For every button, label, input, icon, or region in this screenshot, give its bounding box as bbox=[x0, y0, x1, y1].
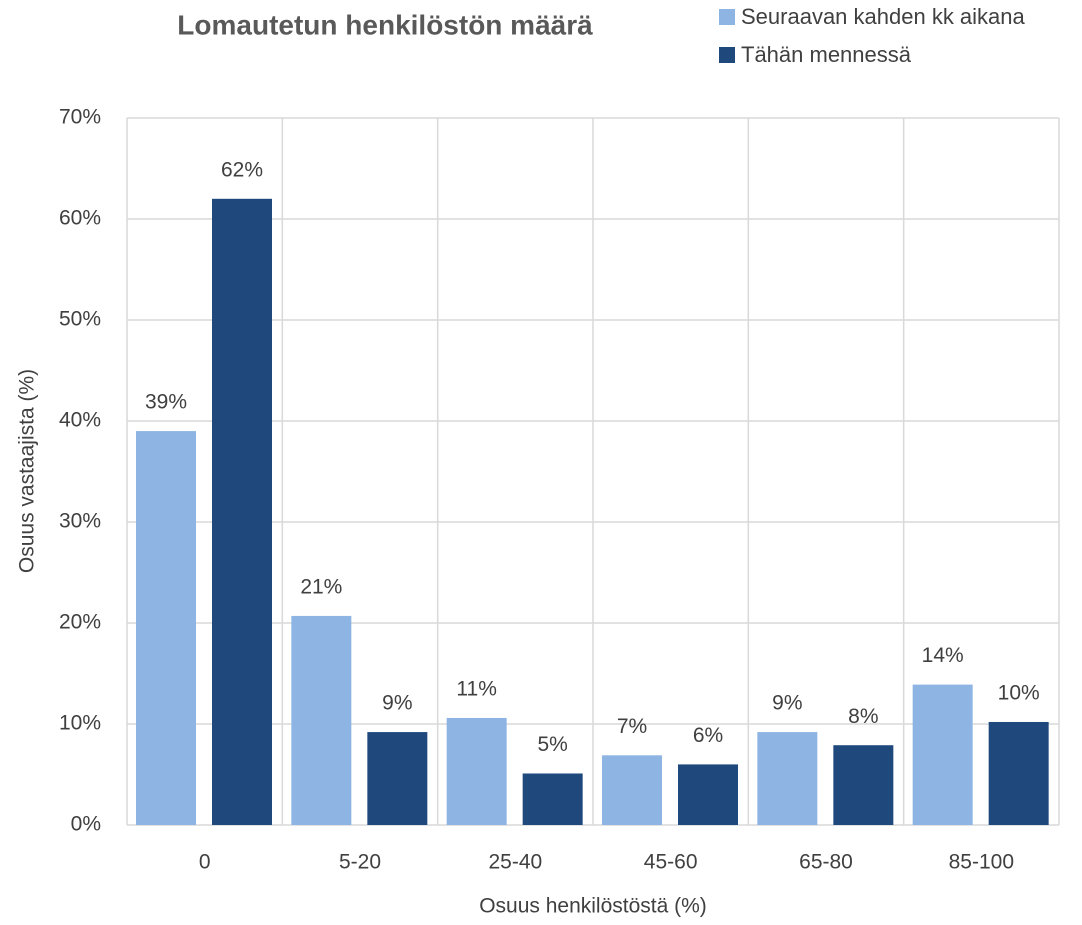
legend-swatch bbox=[719, 47, 735, 63]
data-label: 9% bbox=[382, 692, 412, 715]
x-tick-label: 45-60 bbox=[644, 851, 698, 874]
bar bbox=[212, 198, 272, 826]
x-tick-label: 85-100 bbox=[949, 851, 1014, 874]
data-label: 11% bbox=[456, 677, 496, 700]
x-tick-label: 65-80 bbox=[799, 851, 853, 874]
legend-label: Seuraavan kahden kk aikana bbox=[741, 4, 1026, 29]
y-tick-label: 50% bbox=[59, 308, 101, 331]
legend-swatch bbox=[719, 9, 735, 25]
y-tick-label: 30% bbox=[59, 510, 101, 533]
x-axis-title: Osuus henkilöstöstä (%) bbox=[479, 895, 707, 918]
data-label: 9% bbox=[772, 692, 802, 715]
x-tick-label: 0 bbox=[199, 851, 211, 874]
bar bbox=[988, 721, 1049, 825]
data-label: 14% bbox=[922, 644, 964, 667]
data-label: 6% bbox=[693, 724, 723, 747]
y-tick-label: 10% bbox=[59, 712, 101, 735]
x-tick-label: 5-20 bbox=[339, 851, 381, 874]
chart-title: Lomautetun henkilöstön määrä bbox=[177, 9, 593, 40]
data-label: 5% bbox=[537, 733, 567, 756]
bar bbox=[912, 684, 973, 825]
bar bbox=[446, 717, 507, 825]
y-tick-label: 40% bbox=[59, 409, 101, 432]
data-label: 10% bbox=[998, 682, 1040, 705]
y-tick-label: 20% bbox=[59, 611, 101, 634]
bar bbox=[757, 732, 818, 825]
bar bbox=[367, 732, 428, 825]
y-tick-label: 0% bbox=[71, 813, 101, 836]
bar bbox=[522, 773, 583, 825]
bar bbox=[602, 755, 662, 825]
x-tick-label: 25-40 bbox=[488, 851, 542, 874]
bar bbox=[833, 745, 894, 825]
data-label: 7% bbox=[617, 715, 647, 738]
y-tick-label: 60% bbox=[59, 207, 101, 230]
bar bbox=[291, 615, 352, 825]
data-label: 39% bbox=[145, 391, 187, 414]
data-label: 21% bbox=[300, 575, 342, 598]
y-axis-title: Osuus vastaajista (%) bbox=[16, 369, 39, 573]
legend-label: Tähän mennessä bbox=[741, 42, 912, 67]
data-label: 62% bbox=[221, 158, 263, 181]
bar bbox=[678, 764, 738, 825]
data-label: 8% bbox=[848, 705, 878, 728]
y-tick-label: 70% bbox=[59, 106, 101, 129]
bar bbox=[136, 431, 196, 825]
